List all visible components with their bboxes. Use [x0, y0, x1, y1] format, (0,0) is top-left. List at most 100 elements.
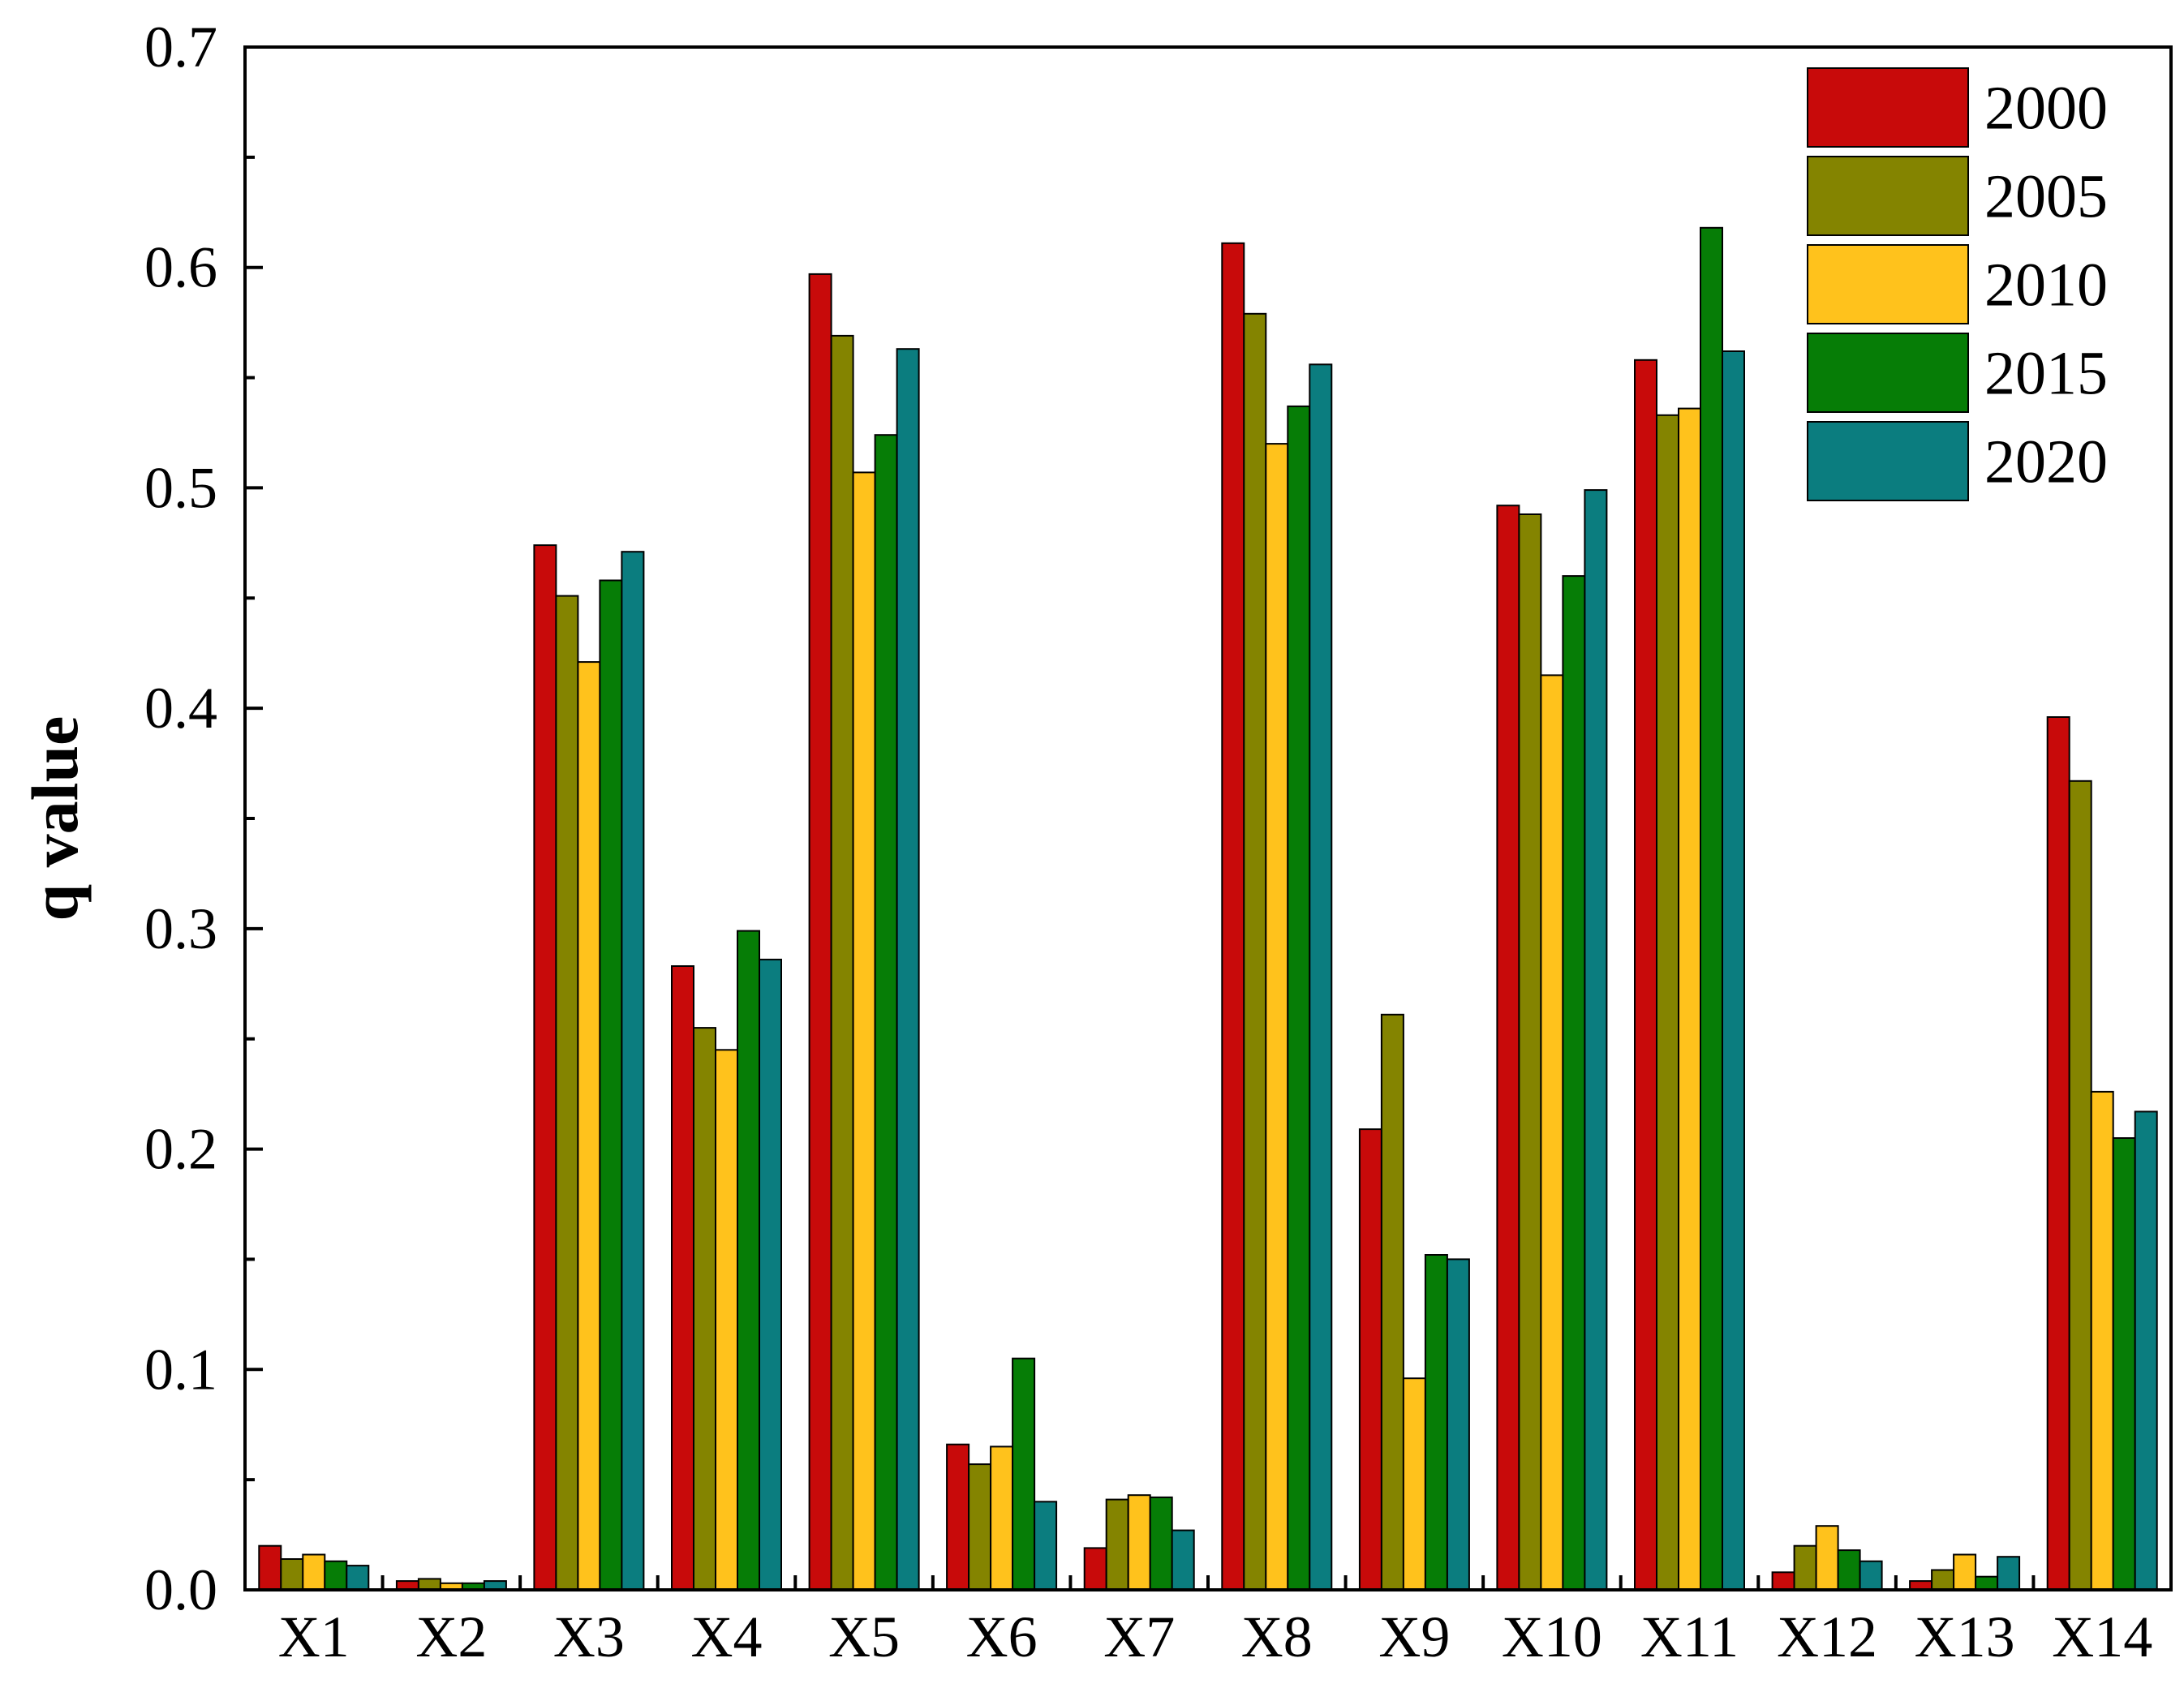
y-tick-label: 0.7 [144, 15, 217, 79]
bar-x12-2010 [1815, 1525, 1839, 1591]
bar-x7-2005 [1105, 1498, 1129, 1591]
bar-x4-2010 [715, 1049, 738, 1591]
x-tick-label: X14 [2052, 1604, 2152, 1669]
bar-x4-2020 [759, 958, 782, 1591]
bar-x7-2010 [1127, 1494, 1151, 1591]
x-tick-label: X7 [1103, 1604, 1175, 1669]
y-tick-label: 0.2 [144, 1117, 217, 1182]
bar-x12-2005 [1793, 1544, 1817, 1591]
bar-x9-2020 [1446, 1258, 1470, 1591]
y-axis-label: q value [18, 716, 92, 921]
bar-x5-2010 [852, 471, 876, 1591]
bar-x14-2015 [2112, 1137, 2136, 1591]
bar-x3-2020 [621, 551, 645, 1591]
bar-x13-2015 [1975, 1575, 1999, 1591]
bar-x12-2000 [1771, 1571, 1795, 1591]
bar-x11-2000 [1634, 359, 1657, 1591]
bar-x14-2005 [2068, 780, 2092, 1591]
bar-x9-2005 [1380, 1013, 1404, 1591]
bar-x4-2000 [671, 965, 694, 1591]
bar-x3-2000 [533, 544, 557, 1591]
legend-swatch-2010 [1807, 244, 1969, 324]
bar-x5-2020 [896, 348, 920, 1591]
bar-x11-2015 [1700, 226, 1723, 1591]
x-tick-label: X10 [1502, 1604, 1602, 1669]
bars-layer [258, 226, 2158, 1591]
bar-x10-2010 [1540, 674, 1564, 1591]
x-tick-label: X6 [966, 1604, 1038, 1669]
bar-x12-2020 [1859, 1560, 1883, 1591]
bar-x6-2000 [946, 1443, 970, 1591]
x-tick-label: X5 [828, 1604, 900, 1669]
bar-x1-2020 [346, 1565, 370, 1591]
bar-x11-2010 [1678, 407, 1701, 1591]
y-tick-label: 0.4 [144, 676, 217, 741]
bar-x3-2010 [577, 661, 601, 1591]
bar-x5-2005 [830, 334, 854, 1591]
bar-x6-2020 [1034, 1501, 1058, 1591]
y-tick-label: 0.6 [144, 235, 217, 300]
x-tick-label: X8 [1241, 1604, 1313, 1669]
x-tick-label: X9 [1378, 1604, 1450, 1669]
bar-x13-2010 [1953, 1553, 1977, 1591]
axes-layer: 0.0 0.1 0.2 0.3 0.4 0.5 0.6 0.7 X1 X2 X3 X4 X5 X6 X7 X8… [144, 15, 2173, 1669]
bar-x9-2000 [1358, 1128, 1382, 1591]
bar-x11-2020 [1722, 350, 1745, 1591]
bar-x6-2015 [1012, 1357, 1036, 1591]
legend-swatch-2020 [1807, 421, 1969, 501]
legend-swatch-2005 [1807, 156, 1969, 236]
bar-x2-2005 [417, 1578, 441, 1591]
x-tick-label: X12 [1777, 1604, 1877, 1669]
x-tick-label: X13 [1915, 1604, 2015, 1669]
x-tick-label: X2 [415, 1604, 487, 1669]
bar-x8-2020 [1309, 363, 1333, 1591]
bar-x7-2015 [1149, 1496, 1173, 1591]
legend-swatch-2015 [1807, 333, 1969, 413]
bar-x10-2020 [1584, 489, 1608, 1591]
x-tick-label: X3 [553, 1604, 625, 1669]
bar-x1-2015 [324, 1560, 348, 1591]
bar-x3-2005 [555, 595, 579, 1591]
legend-label-2015: 2015 [1984, 340, 2108, 408]
bar-x8-2010 [1265, 443, 1289, 1591]
bar-x6-2010 [990, 1445, 1014, 1591]
bar-x10-2015 [1562, 575, 1586, 1591]
y-tick-label: 0.5 [144, 455, 217, 520]
bar-x6-2005 [968, 1463, 992, 1591]
bar-x4-2015 [737, 930, 760, 1591]
bar-x7-2020 [1171, 1529, 1195, 1591]
y-tick-label: 0.0 [144, 1557, 217, 1622]
bar-x5-2015 [874, 434, 898, 1591]
bar-x9-2010 [1402, 1377, 1426, 1591]
legend-label-2010: 2010 [1984, 251, 2108, 320]
legend-label-2000: 2000 [1984, 75, 2108, 143]
x-tick-label: X1 [278, 1604, 350, 1669]
bar-x11-2005 [1656, 414, 1679, 1591]
bar-x5-2000 [808, 273, 832, 1591]
bar-x12-2015 [1837, 1549, 1861, 1591]
bar-x14-2000 [2046, 716, 2070, 1591]
bar-x3-2015 [599, 579, 623, 1591]
legend-label-2005: 2005 [1984, 163, 2108, 231]
bar-x14-2010 [2090, 1090, 2114, 1591]
bar-x1-2000 [258, 1544, 282, 1591]
bar-x8-2005 [1243, 312, 1267, 1591]
legend: 2000 2005 2010 2015 2020 [1807, 67, 2108, 501]
bar-x8-2000 [1221, 242, 1245, 1591]
legend-swatch-2000 [1807, 67, 1969, 148]
bar-x7-2000 [1083, 1547, 1107, 1591]
bar-x1-2010 [302, 1553, 326, 1591]
bar-x10-2005 [1518, 513, 1542, 1591]
x-tick-label: X11 [1640, 1604, 1739, 1669]
bar-x1-2005 [280, 1558, 304, 1591]
bar-x8-2015 [1287, 405, 1311, 1591]
y-tick-label: 0.1 [144, 1337, 217, 1402]
bar-x9-2015 [1424, 1254, 1448, 1591]
legend-label-2020: 2020 [1984, 428, 2108, 496]
bar-x10-2000 [1496, 505, 1520, 1591]
y-tick-label: 0.3 [144, 896, 217, 961]
x-tick-label: X4 [691, 1604, 763, 1669]
bar-x13-2020 [1997, 1556, 2021, 1591]
